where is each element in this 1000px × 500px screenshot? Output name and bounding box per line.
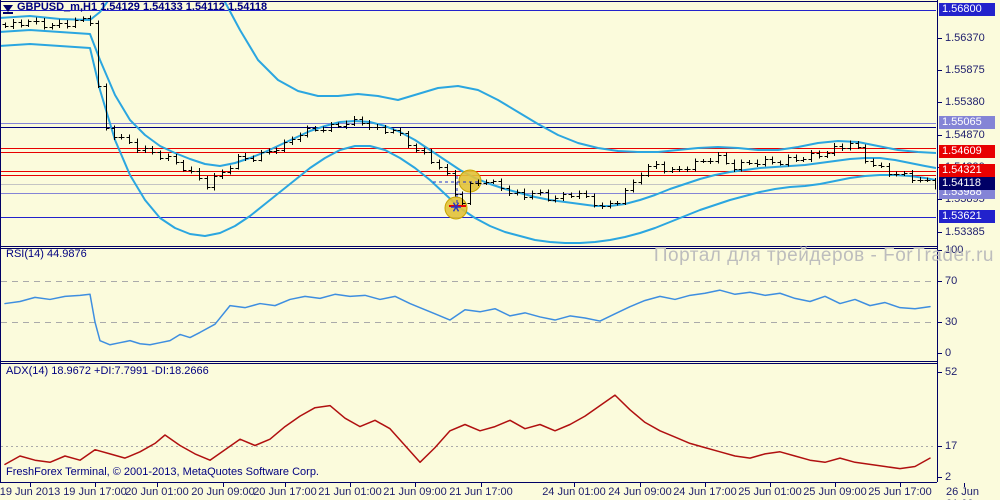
rsi-scale-tick: 100 [945,244,964,256]
price-level-badge: 1.56800 [939,3,995,16]
price-bars [2,15,936,210]
price-level-badge: 1.53621 [939,210,995,223]
time-axis-label: 21 Jun 09:00 [383,486,447,498]
time-axis-label: 25 Jun 17:00 [868,486,932,498]
time-axis-label: 20 Jun 09:00 [191,486,255,498]
time-axis-label: 21 Jun 17:00 [449,486,513,498]
price-scale-tick: 1.56370 [945,32,985,44]
terminal-copyright: FreshForex Terminal, © 2001-2013, MetaQu… [6,466,319,478]
time-axis-label: 19 Jun 17:00 [63,486,127,498]
rsi-scale-tick: 70 [945,275,958,287]
time-axis-label: 25 Jun 01:00 [738,486,802,498]
time-axis-label: 20 Jun 01:00 [125,486,189,498]
time-axis-label: 26 Jun 01:00 [946,486,980,500]
time-axis-label: 19 Jun 2013 [0,486,61,498]
price-scale-tick: 1.54870 [945,129,985,141]
chart-symbol-icon [3,4,13,12]
adx-scale-tick: 17 [945,440,958,452]
adx-scale-tick: 2 [945,471,952,483]
price-level-badge: 1.55065 [939,116,995,129]
time-axis-label: 20 Jun 17:00 [253,486,317,498]
price-scale-tick: 1.55875 [945,64,985,76]
adx-scale-tick: 52 [945,366,958,378]
current-price-badge: 1.54118 [939,177,995,190]
rsi-pane [1,281,936,346]
time-axis-label: 24 Jun 17:00 [673,486,737,498]
time-axis-label: 24 Jun 09:00 [608,486,672,498]
rsi-scale-tick: 30 [945,316,958,328]
rsi-scale-tick: 0 [945,347,952,359]
adx-indicator-label: ADX(14) 18.9672 +DI:7.7991 -DI:18.2666 [6,365,209,377]
adx-pane [1,394,936,470]
time-axis-label: 25 Jun 09:00 [803,486,867,498]
bollinger-bands [1,2,936,244]
quote-line: GBPUSD_m,H1 1.54129 1.54133 1.54112 1.54… [17,1,268,13]
price-scale-tick: 1.53385 [945,226,985,238]
time-axis-label: 21 Jun 01:00 [318,486,382,498]
price-level-badge: 1.54321 [939,164,995,177]
rsi-indicator-label: RSI(14) 44.9876 [6,248,87,260]
price-scale-tick: 1.55380 [945,96,985,108]
chart-annotation-objects [433,169,482,220]
time-axis-label: 24 Jun 01:00 [542,486,606,498]
price-level-badge: 1.54609 [939,145,995,158]
broker-watermark: Портал для трейдеров - ForTrader.ru [653,245,994,266]
chart-title-bar: GBPUSD_m,H1 1.54129 1.54133 1.54112 1.54… [3,1,267,13]
